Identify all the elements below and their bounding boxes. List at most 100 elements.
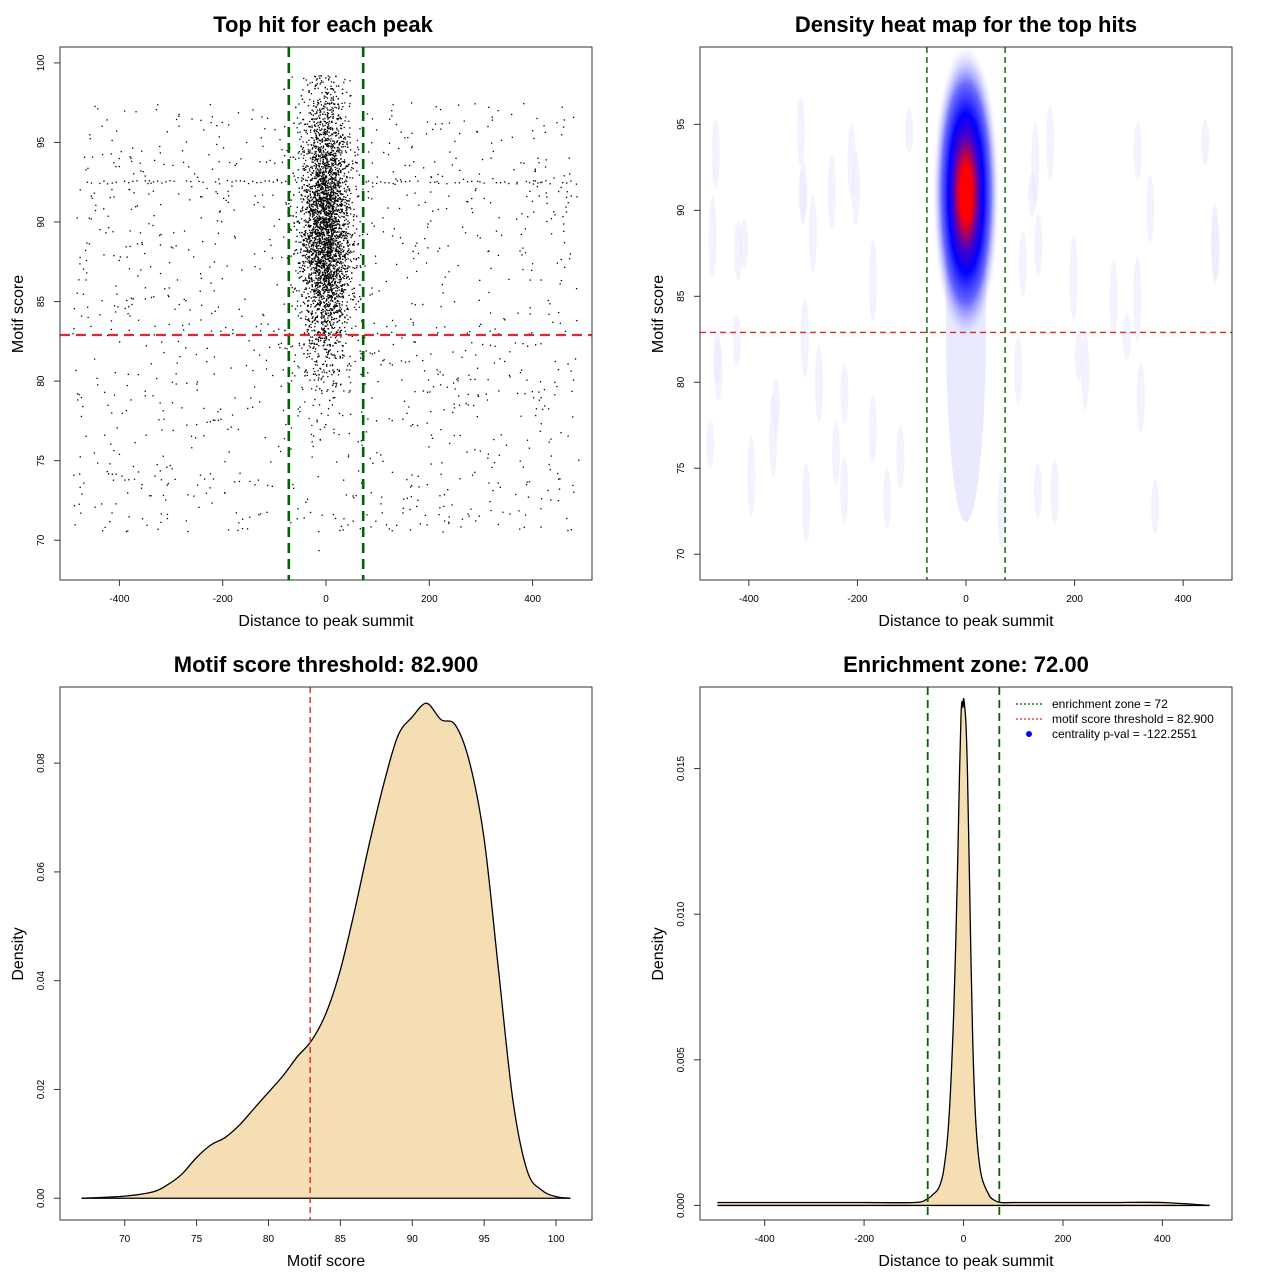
scatter-point [324, 197, 326, 199]
scatter-point [330, 215, 332, 217]
scatter-point [247, 182, 250, 185]
scatter-point [290, 380, 293, 382]
scatter-point [214, 310, 216, 312]
scatter-point [309, 194, 311, 196]
scatter-point [135, 111, 137, 113]
scatter-point [556, 262, 558, 264]
scatter-point [320, 169, 322, 171]
scatter-point [375, 520, 377, 522]
scatter-point [459, 434, 461, 437]
scatter-point [178, 193, 180, 195]
scatter-point [356, 170, 358, 172]
scatter-point [333, 225, 335, 227]
scatter-point [325, 188, 327, 190]
scatter-point [311, 81, 313, 83]
scatter-point [336, 382, 338, 384]
scatter-point [115, 285, 117, 287]
scatter-point [308, 219, 310, 221]
scatter-point [310, 433, 313, 436]
scatter-point [327, 274, 329, 277]
scatter-point [330, 190, 333, 193]
scatter-point [380, 503, 382, 505]
scatter-point [308, 203, 311, 205]
scatter-point [313, 257, 315, 259]
scatter-point [378, 350, 380, 352]
scatter-point [317, 158, 319, 160]
scatter-point [335, 158, 337, 160]
scatter-point [319, 83, 321, 85]
scatter-point [358, 306, 360, 308]
scatter-point [299, 262, 301, 264]
scatter-point [235, 512, 237, 514]
scatter-point [324, 117, 326, 120]
scatter-point [326, 157, 328, 159]
scatter-point [352, 225, 354, 227]
scatter-point [347, 456, 350, 458]
scatter-point [455, 157, 457, 160]
scatter-point [340, 384, 342, 386]
scatter-point [305, 260, 307, 263]
scatter-point [572, 484, 574, 487]
scatter-point [338, 144, 340, 146]
scatter-point [315, 150, 317, 153]
scatter-point [312, 302, 315, 305]
scatter-point [103, 208, 105, 210]
scatter-point [337, 329, 339, 331]
scatter-point [316, 419, 318, 421]
scatter-point [91, 156, 94, 158]
scatter-point [293, 253, 295, 255]
scatter-point [361, 411, 363, 413]
scatter-point [298, 290, 300, 292]
scatter-point [323, 191, 325, 193]
scatter-point [357, 148, 360, 151]
scatter-point [323, 348, 326, 350]
scatter-point [298, 191, 300, 193]
scatter-point [172, 164, 174, 166]
scatter-point [559, 283, 561, 285]
scatter-point [307, 293, 309, 295]
scatter-point [107, 473, 110, 475]
scatter-point [334, 305, 336, 307]
scatter-point [322, 202, 324, 205]
scatter-point [352, 163, 354, 165]
scatter-point [209, 473, 212, 475]
scatter-point [185, 300, 187, 302]
scatter-point [540, 423, 542, 425]
scatter-point [182, 161, 185, 163]
scatter-point [478, 325, 481, 327]
scatter-point [326, 97, 329, 99]
scatter-point [342, 234, 345, 236]
scatter-point [285, 423, 287, 426]
scatter-point [330, 287, 332, 289]
scatter-point [341, 150, 343, 152]
scatter-point [308, 325, 310, 327]
scatter-point [435, 106, 437, 108]
scatter-point [317, 245, 320, 247]
scatter-point [315, 173, 318, 175]
scatter-point [324, 310, 326, 312]
scatter-point [308, 287, 310, 289]
scatter-point [348, 190, 351, 192]
scatter-point [260, 181, 262, 184]
scatter-point [564, 330, 567, 333]
scatter-point [497, 482, 499, 484]
scatter-point [561, 106, 563, 108]
scatter-point [297, 177, 299, 179]
scatter-point [336, 203, 338, 205]
scatter-point [479, 181, 481, 183]
scatter-point [493, 462, 496, 464]
scatter-point [325, 155, 328, 157]
scatter-point [443, 505, 445, 507]
scatter-point [188, 323, 190, 325]
scatter-point [340, 270, 342, 272]
scatter-point [306, 233, 309, 235]
scatter-point [335, 297, 337, 299]
scatter-point [317, 148, 319, 151]
scatter-point [351, 235, 353, 237]
scatter-point [310, 113, 313, 115]
scatter-point [311, 358, 313, 360]
scatter-point [319, 160, 321, 162]
scatter-point [326, 351, 328, 353]
scatter-point [336, 164, 338, 166]
scatter-point [410, 496, 412, 498]
